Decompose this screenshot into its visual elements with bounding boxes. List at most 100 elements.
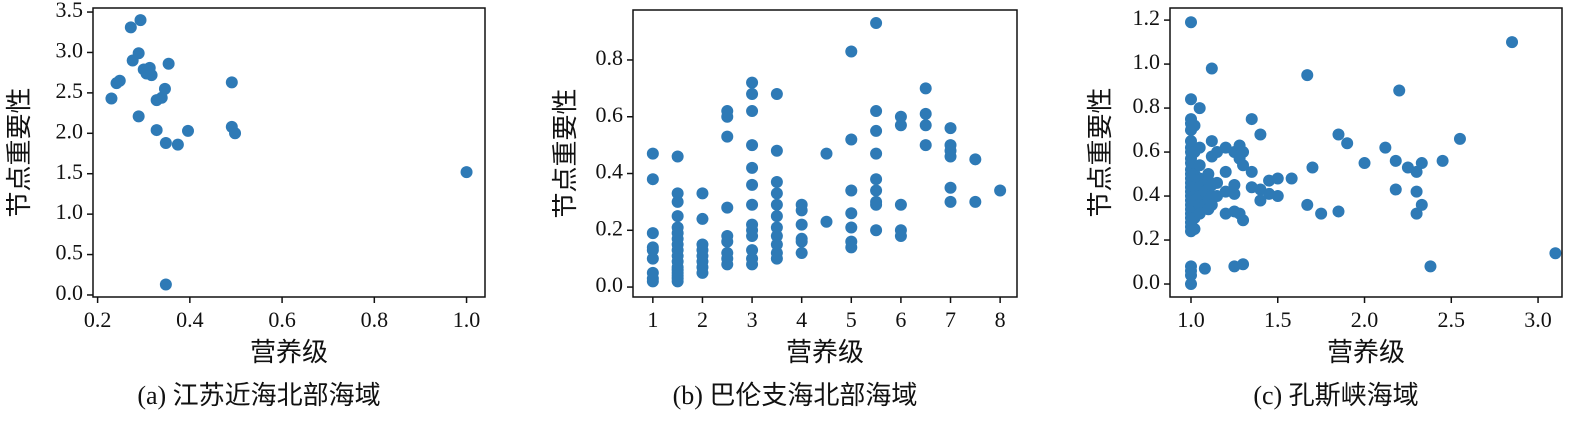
x-tick-label: 7 — [945, 307, 956, 332]
point — [1205, 198, 1218, 211]
point — [746, 258, 759, 271]
point — [770, 88, 783, 101]
point — [1184, 269, 1197, 282]
point — [1271, 172, 1284, 185]
x-axis-label: 营养级 — [786, 338, 864, 367]
point — [1193, 141, 1206, 154]
x-tick-label: 1.0 — [453, 307, 481, 332]
x-tick-label: 0.8 — [361, 307, 389, 332]
point — [894, 119, 907, 132]
point — [1453, 132, 1466, 145]
point — [158, 82, 171, 95]
point — [1410, 165, 1423, 178]
point — [1237, 258, 1250, 271]
y-tick-label: 0.2 — [1133, 225, 1161, 250]
point — [919, 107, 932, 120]
point — [870, 198, 883, 211]
point — [1228, 179, 1241, 192]
point — [1228, 187, 1241, 200]
point — [746, 105, 759, 118]
y-tick-label: 0.8 — [596, 45, 624, 70]
point — [969, 195, 982, 208]
x-tick-label: 1.0 — [1177, 307, 1205, 332]
point — [171, 138, 184, 151]
y-tick-label: 0.4 — [596, 159, 624, 184]
x-tick-label: 0.2 — [84, 307, 112, 332]
point — [1358, 157, 1371, 170]
y-tick-label: 0.6 — [1133, 137, 1161, 162]
x-tick-label: 3 — [747, 307, 758, 332]
point — [870, 224, 883, 237]
x-tick-label: 3.0 — [1524, 307, 1552, 332]
point — [770, 187, 783, 200]
point — [870, 184, 883, 197]
point — [795, 218, 808, 231]
point — [969, 153, 982, 166]
x-tick-label: 0.6 — [268, 307, 296, 332]
y-tick-label: 2.5 — [56, 78, 84, 103]
point — [1285, 172, 1298, 185]
point — [1188, 223, 1201, 236]
point — [1205, 62, 1218, 75]
point — [1198, 262, 1211, 275]
point — [646, 147, 659, 160]
point — [721, 258, 734, 271]
point — [746, 178, 759, 191]
point — [1306, 161, 1319, 174]
x-tick-label: 2 — [697, 307, 708, 332]
point — [770, 144, 783, 157]
y-tick-label: 0.4 — [1133, 181, 1161, 206]
point — [1549, 247, 1562, 260]
point — [994, 184, 1007, 197]
point — [225, 76, 238, 89]
y-tick-label: 1.0 — [56, 199, 84, 224]
point — [845, 221, 858, 234]
point — [1184, 93, 1197, 106]
point — [1332, 205, 1345, 218]
point — [1205, 135, 1218, 148]
point — [145, 69, 158, 82]
y-tick-label: 0.2 — [596, 215, 624, 240]
point — [944, 122, 957, 135]
x-tick-label: 5 — [846, 307, 857, 332]
y-tick-label: 1.5 — [56, 159, 84, 184]
point — [1237, 146, 1250, 159]
point — [1410, 207, 1423, 220]
point — [132, 110, 145, 123]
point — [1389, 183, 1402, 196]
axes-frame — [92, 7, 486, 298]
point — [845, 207, 858, 220]
point — [770, 238, 783, 251]
x-axis-label: 营养级 — [250, 338, 328, 367]
point — [1184, 278, 1197, 291]
point — [105, 92, 118, 105]
point — [124, 21, 137, 34]
y-tick-label: 0.5 — [56, 240, 84, 265]
point — [1301, 198, 1314, 211]
point — [770, 229, 783, 242]
point — [1410, 185, 1423, 198]
point — [671, 150, 684, 163]
caption: (a) 江苏近海北部海域 — [137, 381, 380, 410]
point — [1379, 141, 1392, 154]
point — [159, 278, 172, 291]
point — [721, 130, 734, 143]
x-tick-label: 2.0 — [1351, 307, 1379, 332]
point — [870, 173, 883, 186]
point — [746, 88, 759, 101]
point — [1341, 137, 1354, 150]
point — [1332, 128, 1345, 141]
y-tick-label: 0.0 — [56, 280, 84, 305]
axes-frame — [632, 9, 1018, 298]
point — [1254, 194, 1267, 207]
point — [646, 173, 659, 186]
point — [746, 198, 759, 211]
point — [132, 47, 145, 60]
y-tick-label: 3.0 — [56, 38, 84, 63]
point — [820, 147, 833, 160]
x-tick-label: 1 — [647, 307, 658, 332]
x-tick-label: 0.4 — [176, 307, 204, 332]
y-tick-label: 0.0 — [1133, 269, 1161, 294]
point — [894, 110, 907, 123]
